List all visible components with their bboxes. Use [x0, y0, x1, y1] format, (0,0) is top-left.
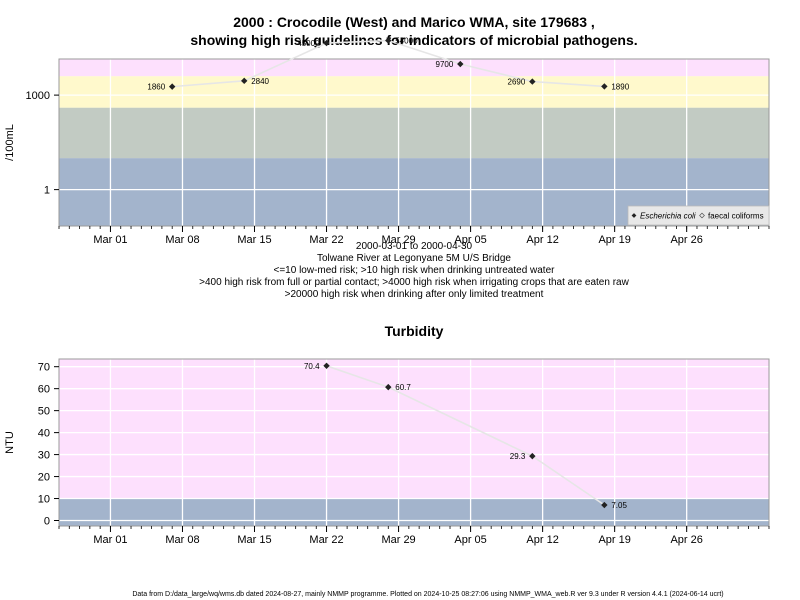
data-label: 2690 — [508, 78, 526, 87]
data-label: 45000 — [297, 39, 320, 48]
risk-band-3 — [59, 76, 769, 108]
risk-band-2 — [59, 107, 769, 159]
data-label: 54000 — [395, 37, 418, 46]
turbidity-chart: Mar 01 Mar 08 Mar 15 Mar 22 Mar 29 Apr 05 Apr … — [4, 358, 770, 546]
chart1-subtitle-1: 2000-03-01 to 2000-04-30 — [356, 241, 473, 252]
y-tick-label: 20 — [38, 472, 50, 484]
x-tick-label: Mar 01 — [93, 534, 127, 546]
chart1-subtitle-5: >20000 high risk when drinking after onl… — [285, 289, 544, 300]
x-tick-label: Apr 26 — [670, 234, 702, 246]
data-point — [323, 39, 330, 47]
data-point — [385, 37, 392, 44]
x-tick-label: Mar 01 — [93, 234, 127, 246]
x-tick-label: Mar 22 — [309, 534, 343, 546]
data-point — [601, 83, 608, 90]
data-point — [529, 78, 536, 85]
data-label: 9700 — [436, 60, 454, 69]
chart1-title-line1: 2000 : Crocodile (West) and Marico WMA, … — [233, 14, 595, 30]
data-label: 2840 — [251, 77, 269, 86]
x-tick-label: Mar 08 — [165, 534, 199, 546]
data-point — [168, 83, 176, 90]
y-tick-label: 70 — [38, 362, 50, 374]
x-tick-label: Apr 05 — [454, 534, 486, 546]
legend-marker-ecoli — [631, 213, 637, 218]
legend-box — [627, 205, 770, 226]
y-tick-label: 60 — [38, 384, 50, 396]
y-tick-label: 30 — [38, 450, 50, 462]
data-label: 1890 — [611, 82, 629, 91]
data-point — [385, 383, 392, 391]
x-tick-label: Apr 19 — [598, 234, 630, 246]
data-point — [457, 60, 464, 68]
footer-note: Data from D:/data_large/wq/wms.db dated … — [132, 591, 723, 598]
x-tick-label: Mar 08 — [165, 234, 199, 246]
data-point — [529, 452, 536, 460]
legend-entry-ecoli: Escherichia coli — [640, 212, 696, 221]
data-label: 7.05 — [611, 501, 627, 510]
data-label: 29.3 — [510, 452, 526, 461]
y-tick-label: 1 — [44, 185, 50, 197]
y-axis-label: NTU — [4, 431, 16, 454]
y-tick-label: 40 — [38, 428, 50, 440]
data-point — [601, 501, 608, 509]
legend-entry-faecal: faecal coliforms — [708, 212, 764, 221]
chart1-title-line2: showing high risk guidelines for indicat… — [190, 32, 637, 48]
y-axis-label: /100mL — [4, 124, 16, 161]
plot-frame — [58, 58, 770, 227]
chart1-subtitle-3: <=10 low-med risk; >10 high risk when dr… — [274, 265, 556, 276]
x-tick-label: Mar 22 — [309, 234, 343, 246]
x-tick-label: Apr 26 — [670, 534, 702, 546]
chart1-subtitle-4: >400 high risk from full or partial cont… — [199, 277, 629, 288]
x-tick-label: Mar 15 — [237, 534, 271, 546]
data-point — [323, 362, 330, 370]
data-point — [241, 77, 248, 85]
x-tick-label: Apr 12 — [526, 534, 558, 546]
x-tick-label: Apr 19 — [598, 534, 630, 546]
x-tick-label: Apr 12 — [526, 234, 558, 246]
y-tick-label: 50 — [38, 406, 50, 418]
x-tick-label: Mar 15 — [237, 234, 271, 246]
series-line — [326, 365, 605, 506]
chart2-title: Turbidity — [385, 323, 444, 339]
x-tick-label: Mar 29 — [381, 534, 415, 546]
y-tick-label: 1000 — [26, 90, 50, 102]
x-tick-label: Mar 29 — [381, 234, 415, 246]
plot-frame — [58, 358, 770, 527]
x-tick-label: Apr 05 — [454, 234, 486, 246]
legend-marker-faecal — [699, 212, 705, 219]
data-label: 60.7 — [395, 383, 411, 392]
y-tick-label: 0 — [44, 516, 50, 528]
chart1-subtitle-2: Tolwane River at Legonyane 5M U/S Bridge — [317, 253, 511, 264]
risk-band-4 — [59, 59, 769, 77]
data-label: 70.4 — [304, 362, 320, 371]
risk-band-2 — [59, 359, 769, 499]
data-label: 1860 — [147, 83, 165, 92]
risk-band-1 — [59, 498, 769, 526]
microbial-chart: Mar 01 Mar 08 Mar 15 Mar 22 Mar 29 Apr 05 Apr … — [4, 37, 770, 246]
y-tick-label: 10 — [38, 494, 50, 506]
